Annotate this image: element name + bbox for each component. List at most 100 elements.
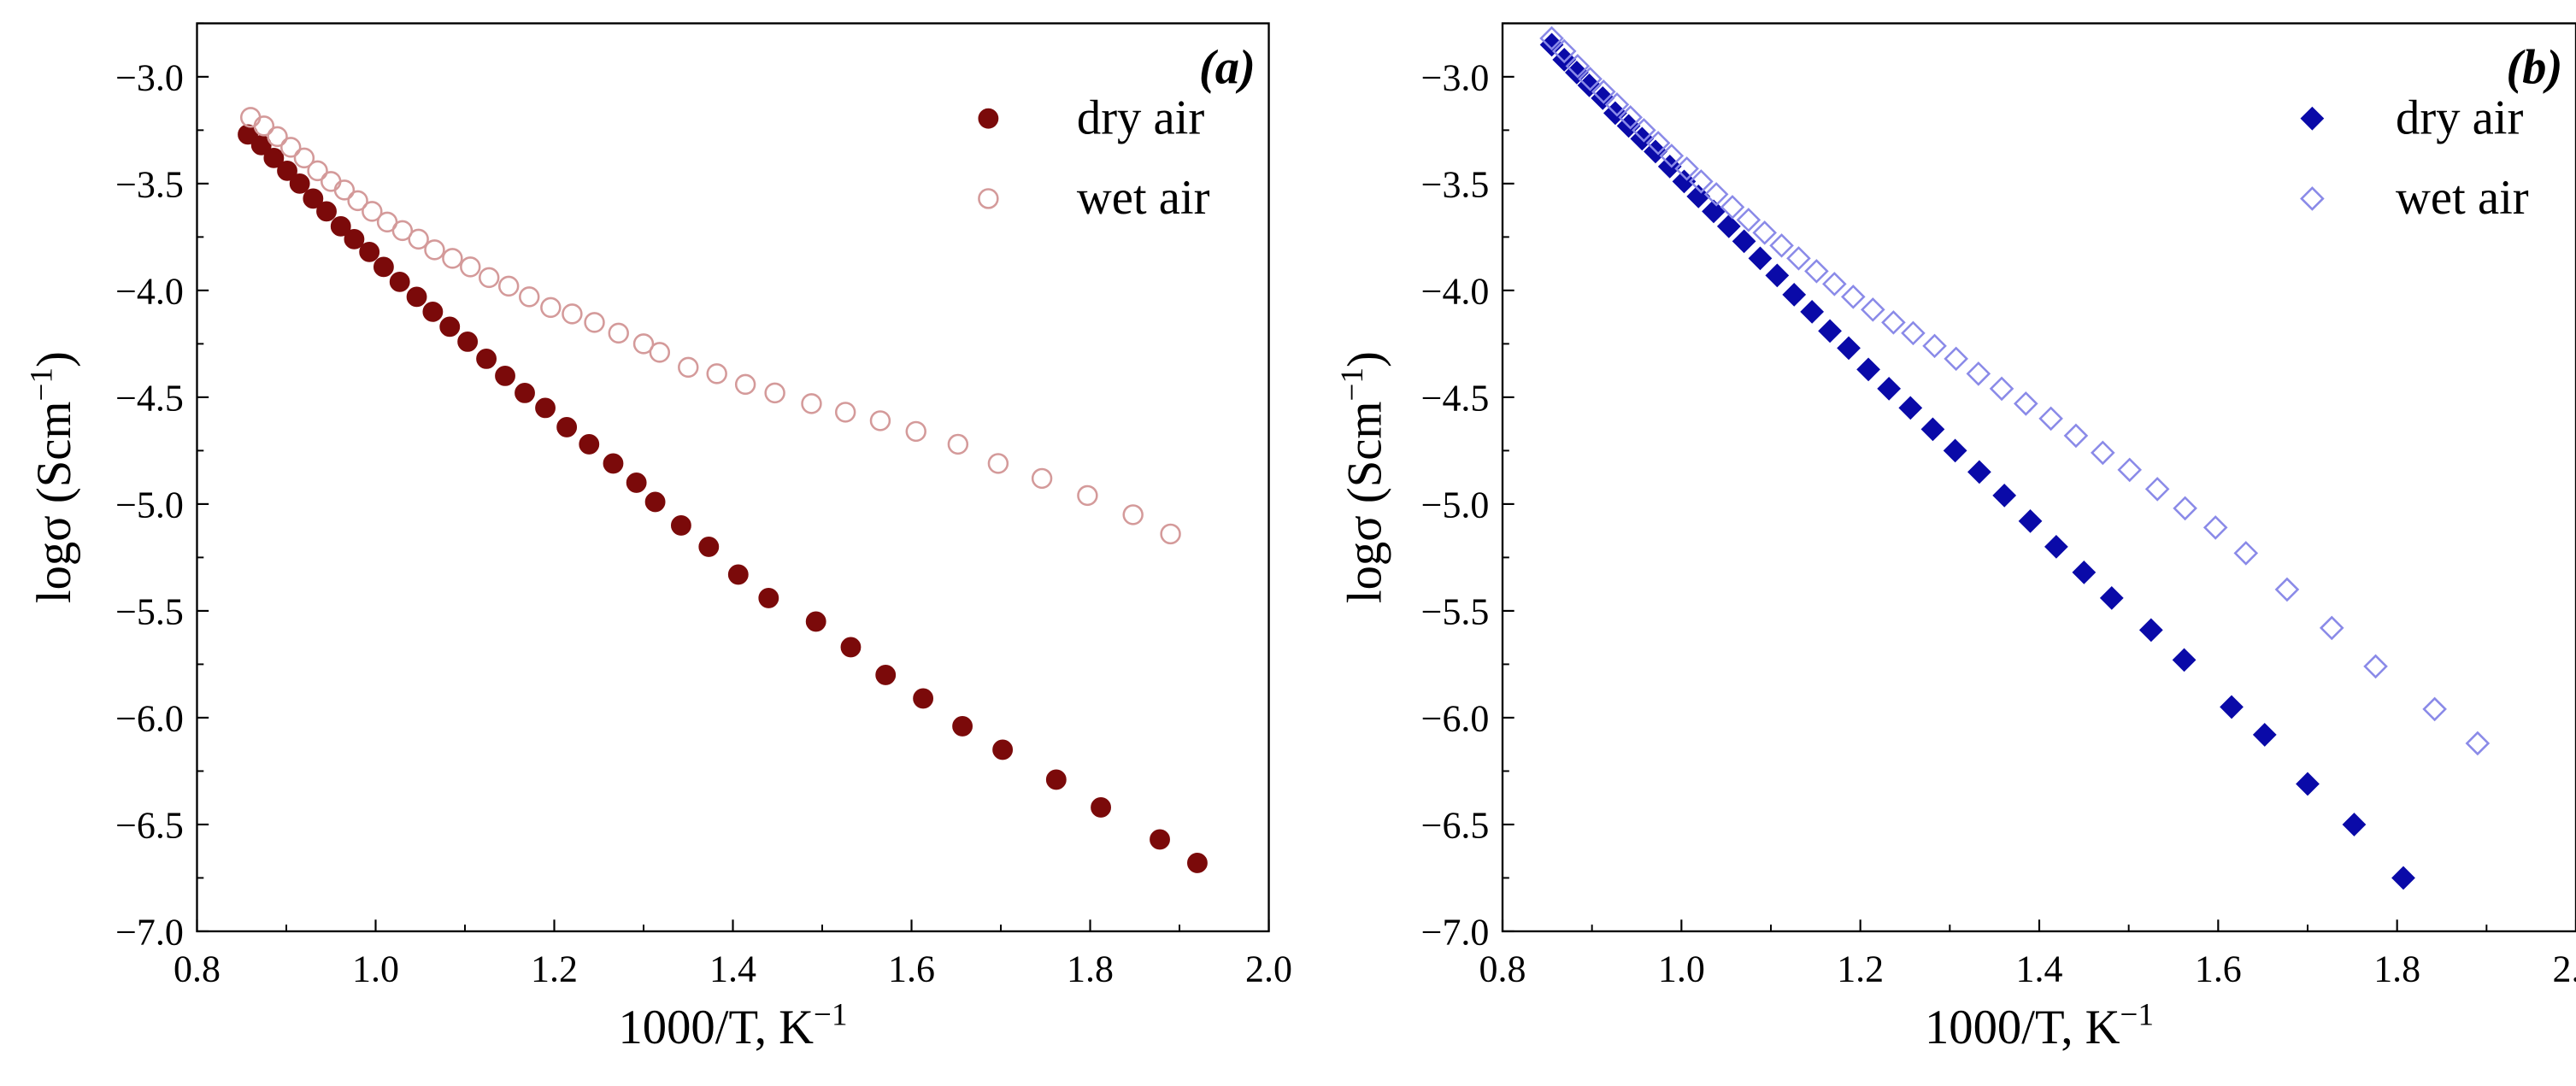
data-point: [2233, 541, 2259, 566]
plot-frame: [196, 22, 1270, 933]
data-point: [1920, 417, 1945, 442]
data-point: [2099, 586, 2124, 610]
data-point: [987, 453, 1009, 474]
data-point: [2038, 406, 2063, 431]
data-point: [498, 275, 520, 297]
data-point: [801, 393, 822, 414]
data-point: [1539, 26, 1564, 51]
x-tick-label: 1.8: [2373, 948, 2420, 990]
data-point: [239, 107, 262, 128]
data-point: [1645, 131, 1671, 156]
data-point: [1881, 310, 1906, 335]
data-point: [626, 472, 647, 493]
data-point: [1943, 438, 1967, 463]
data-point: [734, 373, 756, 396]
data-point: [1674, 156, 1699, 181]
data-point: [2319, 615, 2344, 641]
data-point: [344, 228, 365, 249]
data-point: [1150, 829, 1170, 850]
data-point: [952, 716, 973, 737]
data-point: [280, 137, 302, 158]
data-point: [1031, 467, 1053, 490]
data-point: [2391, 866, 2415, 890]
x-tick-label: 0.8: [173, 948, 221, 990]
legend-marker: [2300, 186, 2325, 211]
panel-label: (a): [1199, 42, 1256, 95]
data-point: [1989, 376, 2014, 402]
data-point: [2117, 457, 2143, 483]
data-point: [1657, 154, 1682, 179]
data-point: [1769, 233, 1794, 258]
panel-label: (b): [2506, 42, 2562, 95]
data-point: [1045, 769, 1067, 790]
x-tick-label: 1.2: [1837, 948, 1884, 990]
data-point: [303, 188, 324, 209]
data-point: [289, 173, 310, 194]
series-wet-air: [239, 107, 1181, 545]
y-tick-label: −5.0: [1421, 484, 1490, 526]
data-point: [2465, 731, 2491, 756]
data-point: [1818, 319, 1842, 343]
data-point: [644, 491, 666, 513]
data-point: [424, 239, 445, 261]
x-tick-label: 1.8: [1067, 948, 1114, 990]
data-point: [2220, 695, 2244, 719]
y-tick-label: −3.5: [115, 163, 184, 205]
data-point: [727, 564, 749, 585]
x-tick-label: 1.4: [709, 948, 756, 990]
data-point: [1736, 208, 1761, 232]
data-point: [263, 147, 285, 168]
y-tick-label: −4.5: [115, 378, 184, 420]
data-point: [2422, 696, 2447, 722]
data-point: [1604, 92, 1630, 117]
data-point: [515, 382, 535, 403]
x-tick-label: 2.0: [1245, 948, 1292, 990]
y-tick-label: −7.0: [1421, 912, 1490, 954]
y-tick-label: −6.0: [1421, 698, 1490, 740]
data-point: [992, 739, 1014, 760]
data-point: [1992, 484, 2017, 508]
y-tick-label: −4.0: [1421, 271, 1490, 313]
data-point: [1703, 182, 1729, 207]
data-point: [1752, 220, 1777, 245]
data-point: [373, 256, 394, 278]
data-point: [1160, 523, 1181, 545]
data-point: [460, 256, 481, 278]
y-tick-label: −6.5: [1421, 805, 1490, 847]
data-point: [758, 588, 779, 608]
data-point: [579, 433, 600, 455]
x-tick-label: 2.0: [2553, 948, 2576, 990]
data-point: [476, 348, 497, 369]
data-point: [2018, 509, 2043, 533]
data-point: [2363, 654, 2388, 679]
data-point: [238, 124, 258, 145]
data-point: [584, 312, 605, 333]
data-point: [389, 271, 410, 292]
data-point: [422, 301, 444, 322]
data-point: [330, 215, 351, 237]
legend-label: wet air: [2396, 172, 2529, 225]
data-point: [1578, 67, 1603, 91]
data-point: [495, 365, 515, 386]
data-point: [1901, 320, 1926, 346]
panel-a: 0.8 1.0 1.2 1.4 1.6 1.8 2.0 −7.0 −6.5 −6.0 −5.5 −5.…: [25, 22, 1292, 1054]
data-point: [1187, 853, 1208, 873]
data-point: [2044, 535, 2068, 559]
data-point: [1782, 282, 1807, 307]
data-point: [1659, 144, 1685, 168]
data-point: [1786, 246, 1811, 271]
data-point: [632, 333, 655, 355]
data-point: [2063, 423, 2089, 449]
x-tick-label: 1.6: [2195, 948, 2242, 990]
data-point: [2296, 772, 2320, 796]
data-point: [2172, 648, 2197, 672]
data-point: [1800, 300, 1825, 324]
data-point: [608, 322, 629, 344]
data-point: [1720, 195, 1745, 220]
data-point: [253, 115, 275, 137]
data-point: [439, 316, 461, 338]
data-point: [556, 416, 578, 437]
data-point: [1967, 460, 1991, 484]
data-point: [1702, 199, 1726, 224]
